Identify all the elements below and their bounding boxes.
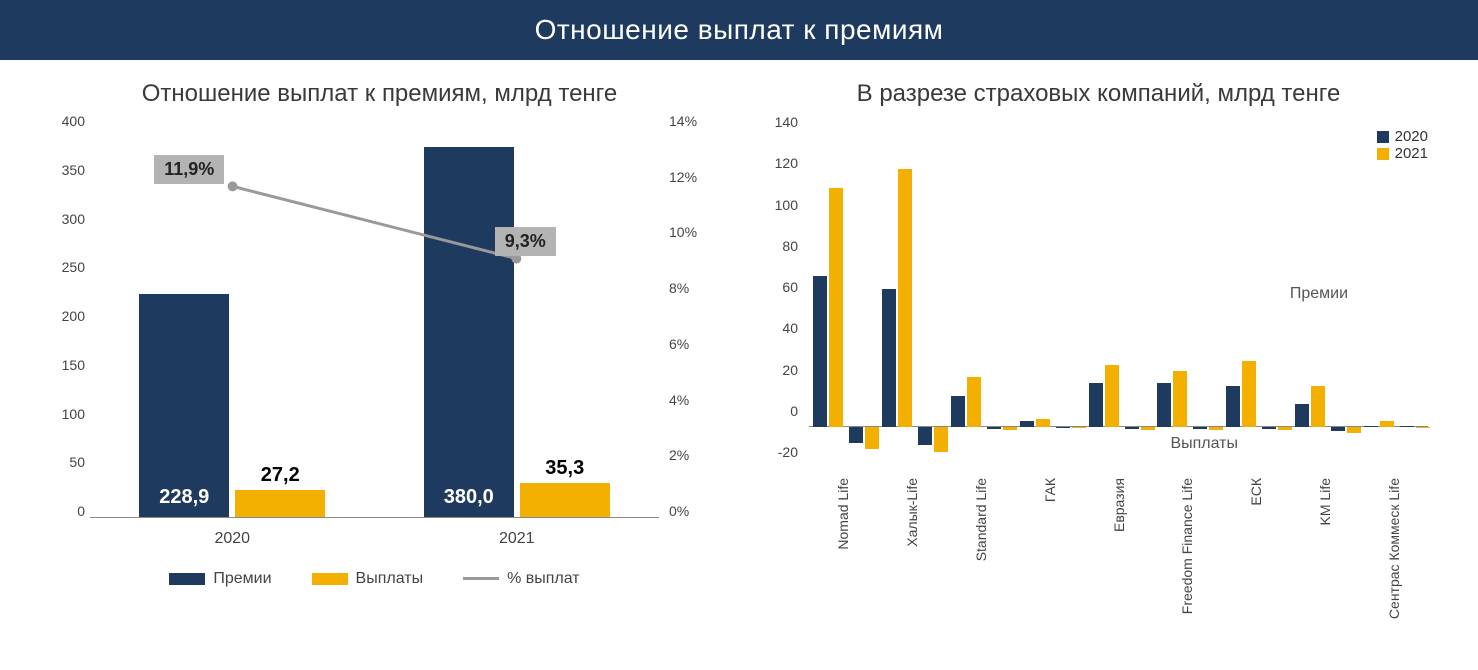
pct-label-box: 9,3%: [495, 227, 556, 256]
bar-group: 380,0 35,3: [375, 128, 660, 517]
left-y1-axis: 050100150200250300350400: [40, 128, 85, 518]
company-bar: [1295, 404, 1309, 427]
company-group: [1290, 138, 1359, 468]
x-category: Freedom Finance Life: [1153, 478, 1222, 608]
company-bar: [1193, 427, 1207, 429]
company-bar: [1020, 421, 1034, 427]
company-bar: [1364, 426, 1378, 427]
company-group: [1153, 138, 1222, 468]
bar-premiums: 228,9: [139, 294, 229, 517]
legend-label: Выплаты: [356, 570, 424, 587]
pct-label-box: 11,9%: [154, 155, 224, 184]
annotation-payouts: Выплаты: [1170, 435, 1238, 453]
company-bar: [1380, 421, 1394, 427]
company-bar: [987, 427, 1001, 429]
company-bar: [1105, 365, 1119, 427]
bar-value-label: 27,2: [235, 464, 325, 487]
left-chart-panel: Отношение выплат к премиям, млрд тенге 0…: [40, 70, 719, 608]
company-bar: [1242, 361, 1256, 427]
company-bar: [1157, 383, 1171, 426]
charts-row: Отношение выплат к премиям, млрд тенге 0…: [0, 60, 1478, 608]
company-group: [809, 138, 878, 468]
left-x-categories: 20202021: [90, 530, 659, 548]
company-group: [878, 138, 947, 468]
company-group: [1359, 138, 1428, 468]
left-chart-title: Отношение выплат к премиям, млрд тенге: [40, 80, 719, 108]
left-bar-groups: 228,9 27,2 380,0 35,3: [90, 128, 659, 517]
company-bar: [1416, 427, 1430, 428]
company-bar: [1226, 386, 1240, 427]
bar-group: 228,9 27,2: [90, 128, 375, 517]
x-category: 2021: [375, 530, 660, 548]
company-bar: [918, 427, 932, 446]
company-bar: [898, 169, 912, 427]
company-group: [1015, 138, 1084, 468]
left-y2-axis: 0%2%4%6%8%10%12%14%: [669, 128, 719, 518]
x-category: KM Life: [1290, 478, 1359, 608]
company-bar: [1056, 427, 1070, 428]
bar-payouts: 27,2: [235, 490, 325, 517]
annotation-premiums: Премии: [1290, 285, 1348, 303]
swatch-payouts: [312, 573, 348, 585]
right-bar-groups: [809, 138, 1428, 468]
company-bar: [1331, 427, 1345, 431]
bar-payouts: 35,3: [520, 483, 610, 517]
right-plot-area: Премии Выплаты: [809, 138, 1428, 468]
x-category: Standard Life: [947, 478, 1016, 608]
company-group: [1084, 138, 1153, 468]
company-bar: [1089, 383, 1103, 426]
company-group: [947, 138, 1016, 468]
company-bar: [813, 276, 827, 427]
legend-label: Премии: [213, 570, 271, 587]
page-header: Отношение выплат к премиям: [0, 0, 1478, 60]
swatch-premiums: [169, 573, 205, 585]
bar-value-label: 380,0: [424, 486, 514, 509]
company-group: [1222, 138, 1291, 468]
right-x-categories: Nomad LifeХалык-LifeStandard LifeГАКЕвра…: [809, 478, 1428, 608]
page-title: Отношение выплат к премиям: [535, 14, 944, 45]
x-category: ЕСК: [1222, 478, 1291, 608]
bar-premiums: 380,0: [424, 147, 514, 518]
legend-item-payouts: Выплаты: [312, 570, 424, 588]
legend-label: % выплат: [507, 570, 580, 587]
right-chart-title: В разрезе страховых компаний, млрд тенге: [759, 80, 1438, 108]
company-bar: [1400, 426, 1414, 427]
legend-item-premiums: Премии: [169, 570, 271, 588]
company-bar: [882, 289, 896, 427]
company-bar: [829, 188, 843, 427]
company-bar: [849, 427, 863, 444]
legend-item-pct: % выплат: [463, 570, 580, 588]
left-chart: 050100150200250300350400 0%2%4%6%8%10%12…: [40, 128, 719, 588]
company-bar: [1311, 386, 1325, 427]
swatch-line: [463, 577, 499, 580]
left-plot-area: 228,9 27,2 380,0 35,3 11,9% 9,3%: [90, 128, 659, 518]
x-category: Халык-Life: [878, 478, 947, 608]
company-bar: [951, 396, 965, 427]
bar-value-label: 35,3: [520, 457, 610, 480]
right-y-axis: -20020406080100120140: [759, 138, 804, 468]
x-category: Nomad Life: [809, 478, 878, 608]
x-category: Сентрас Коммеск Life: [1359, 478, 1428, 608]
x-category: 2020: [90, 530, 375, 548]
left-legend: Премии Выплаты % выплат: [90, 570, 659, 588]
right-chart: 2020 2021 -20020406080100120140 Премии В…: [759, 128, 1438, 608]
company-bar: [1036, 419, 1050, 427]
company-bar: [1262, 427, 1276, 429]
company-bar: [1173, 371, 1187, 427]
company-bar: [1125, 427, 1139, 429]
x-category: Евразия: [1084, 478, 1153, 608]
right-chart-panel: В разрезе страховых компаний, млрд тенге…: [759, 70, 1438, 608]
company-bar: [967, 377, 981, 427]
x-category: ГАК: [1015, 478, 1084, 608]
bar-value-label: 228,9: [139, 486, 229, 509]
